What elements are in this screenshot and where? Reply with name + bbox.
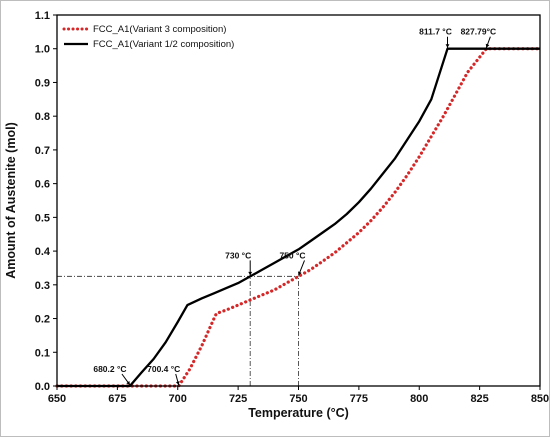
- y-tick-label: 0.9: [35, 77, 50, 89]
- y-tick-label: 0.2: [35, 314, 50, 326]
- y-tick-label: 0.0: [35, 381, 50, 393]
- x-tick-label: 750: [289, 393, 307, 405]
- x-tick-label: 675: [108, 393, 126, 405]
- y-tick-label: 1.0: [35, 44, 50, 56]
- annotation-label: 680.2 °C: [93, 364, 126, 374]
- annotation-label: 750 °C: [279, 250, 305, 260]
- reference-lines: [57, 275, 299, 386]
- legend: FCC_A1(Variant 3 composition) FCC_A1(Var…: [62, 24, 234, 50]
- series-layer: [55, 47, 542, 388]
- annotation-arrowhead: [175, 381, 180, 385]
- x-tick-label: 800: [410, 393, 428, 405]
- annotations: 680.2 °C 700.4 °C 730 °C 750 °C 811.7 °C 827.…: [93, 27, 497, 386]
- y-tick-label: 0.4: [35, 246, 51, 258]
- y-tick-label: 1.1: [35, 10, 50, 22]
- annotation-label: 827.79°C: [461, 27, 497, 37]
- x-tick-label: 725: [229, 393, 247, 405]
- annotation-label: 730 °C: [225, 250, 251, 260]
- y-tick-label: 0.1: [35, 347, 50, 359]
- x-tick-label: 775: [350, 393, 368, 405]
- x-tick-label: 825: [470, 393, 488, 405]
- y-tick-label: 0.5: [35, 212, 50, 224]
- x-axis-title: Temperature (°C): [248, 406, 349, 420]
- legend-label-variant-3: FCC_A1(Variant 3 composition): [93, 24, 226, 35]
- series-line-variant-3: [55, 47, 542, 388]
- x-tick-label: 850: [531, 393, 549, 405]
- annotation-label: 811.7 °C: [419, 27, 452, 37]
- x-tick-label: 700: [169, 393, 187, 405]
- series-line-variant-1-2: [57, 47, 540, 388]
- y-tick-label: 0.3: [35, 280, 50, 292]
- annotation-arrowhead: [248, 271, 253, 276]
- y-axis-title: Amount of Austenite (mol): [4, 122, 18, 278]
- y-tick-label: 0.6: [35, 179, 50, 191]
- annotation-arrowhead: [485, 43, 490, 48]
- y-tick-label: 0.8: [35, 111, 50, 123]
- y-tick-label: 0.7: [35, 145, 50, 157]
- annotation-arrowhead: [298, 271, 302, 276]
- x-tick-label: 650: [48, 393, 66, 405]
- annotation-label: 700.4 °C: [147, 364, 180, 374]
- axis-ticks: 650 675 700 725 750 775 800 825 850 0.0 0.1 0.2 0.3 0…: [35, 10, 549, 405]
- legend-label-variant-1-2: FCC_A1(Variant 1/2 composition): [93, 39, 234, 50]
- annotation-arrowhead: [126, 381, 130, 385]
- annotation-arrowhead: [445, 44, 450, 48]
